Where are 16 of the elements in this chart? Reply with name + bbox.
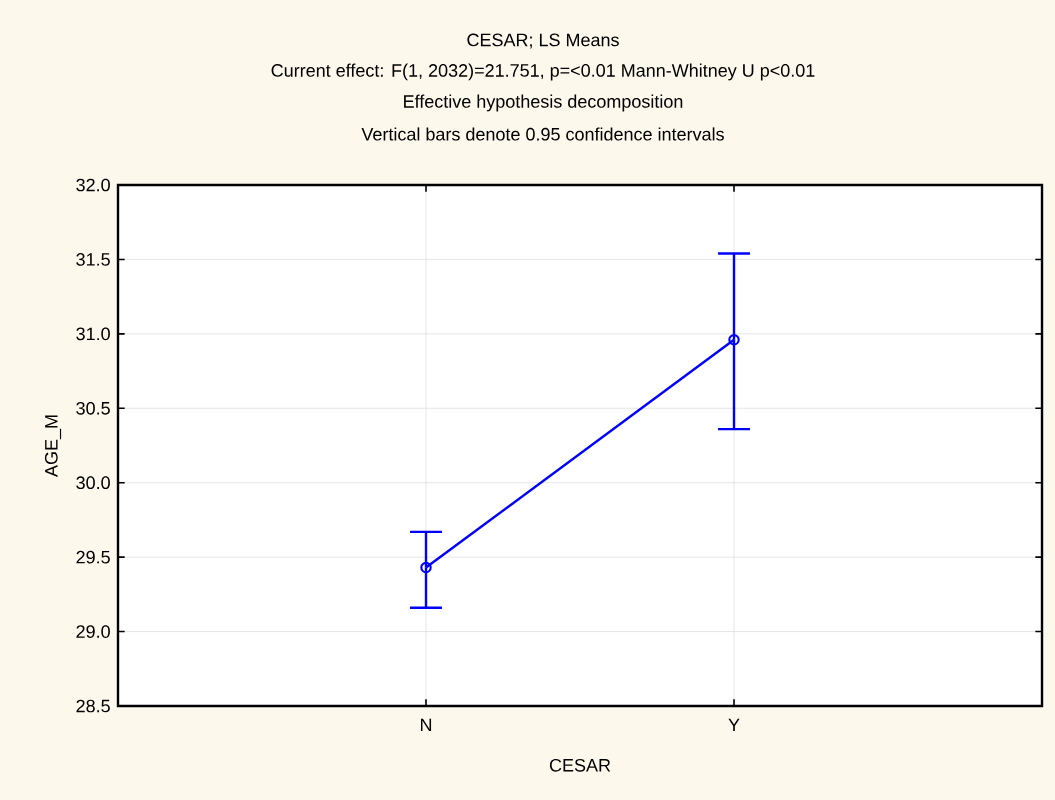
- y-tick-label: 30.5: [76, 401, 110, 415]
- y-tick-label: 31.5: [76, 253, 110, 266]
- y-tick-label: 30.0: [76, 476, 110, 490]
- y-tick-label: 29.0: [76, 625, 110, 638]
- y-axis-title: AGE_M: [44, 415, 62, 477]
- y-tick-label: 29.5: [76, 550, 110, 564]
- y-tick-label: 28.5: [76, 699, 110, 713]
- y-tick-label: 31.0: [76, 327, 110, 341]
- y-tick-label: 32.0: [76, 178, 110, 192]
- x-axis-title: CESAR: [549, 758, 611, 772]
- chart-subtitle: Current effect: F(1, 2032)=21.751, p=<0.01 Mann-Whitney U p<0.01: [271, 63, 815, 81]
- text: Vertical bars denote 0.95 confidence intervals: [361, 127, 724, 141]
- text: Effective hypothesis decomposition: [404, 94, 683, 112]
- x-tick-label: Y: [728, 718, 740, 732]
- chart-title: CESAR; LS Means: [467, 33, 619, 49]
- x-tick-label: N: [420, 718, 432, 732]
